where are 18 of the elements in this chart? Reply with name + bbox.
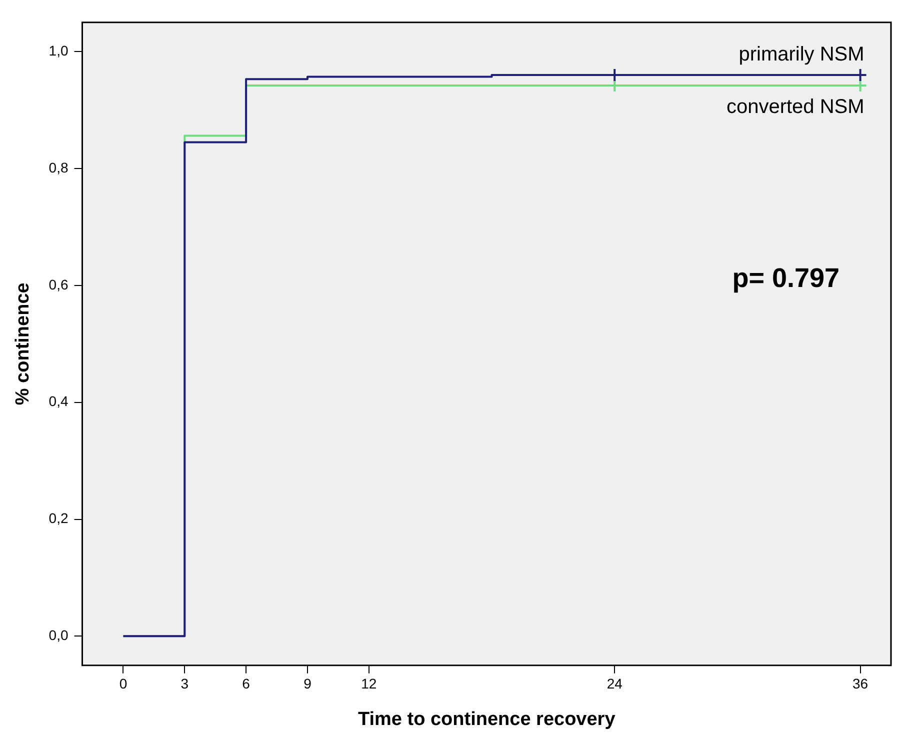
x-tick-label: 0	[119, 676, 128, 692]
series-label: converted NSM	[726, 96, 864, 118]
x-tick-label: 3	[180, 676, 189, 692]
y-tick-label: 0,0	[48, 627, 68, 644]
annotation: p= 0.797	[732, 263, 840, 294]
y-tick-label: 0,4	[48, 393, 68, 410]
x-axis-title: Time to continence recovery	[358, 708, 616, 730]
y-tick-label: 0,8	[48, 159, 68, 176]
x-tick-label: 24	[606, 676, 623, 692]
y-axis-title: % continence	[12, 282, 34, 406]
x-tick-label: 6	[242, 676, 250, 692]
x-tick-label: 12	[361, 676, 377, 692]
x-tick-label: 9	[304, 676, 312, 692]
y-tick-label: 0,6	[48, 276, 68, 292]
x-tick-label: 36	[852, 676, 868, 692]
y-tick-label: 0,2	[48, 510, 68, 526]
series-label: primarily NSM	[738, 44, 864, 66]
y-tick-label: 1,0	[48, 42, 68, 58]
